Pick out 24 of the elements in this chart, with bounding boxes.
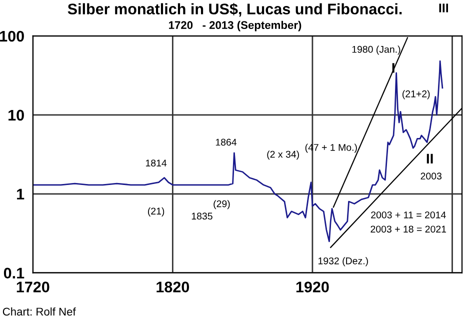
annotation: (21) bbox=[148, 207, 164, 216]
annotation: II bbox=[426, 154, 433, 164]
annotation: (29) bbox=[214, 200, 230, 210]
annotation: 2003 + 18 = 2021 bbox=[370, 226, 446, 233]
x-tick-label: 1720 bbox=[16, 282, 50, 292]
annotation: (2 x 34) bbox=[267, 150, 299, 160]
annotation: 1835 bbox=[192, 212, 212, 220]
y-tick-label: 1 bbox=[17, 188, 24, 200]
y-tick-label: 100 bbox=[0, 30, 24, 42]
annotation: 1980 (Jan.) bbox=[352, 46, 400, 55]
text: Chart: Rolf Nef bbox=[2, 307, 76, 316]
annotation: 2003 + 11 = 2014 bbox=[371, 211, 446, 218]
annotation: (21+2) bbox=[402, 90, 430, 100]
x-tick-label: 1920 bbox=[296, 282, 329, 292]
y-tick-label: 0.1 bbox=[4, 268, 24, 279]
annotation: 1814 bbox=[146, 160, 167, 166]
chart-subtitle: 1720 - 2013 (September) bbox=[169, 20, 302, 32]
text: III bbox=[439, 4, 448, 12]
annotation: 2003 bbox=[420, 172, 442, 180]
y-tick-label: 10 bbox=[8, 110, 24, 121]
chart-title: Silber monatlich in US$, Lucas und Fibonacci. bbox=[68, 2, 402, 17]
annotation: 1932 (Dez.) bbox=[318, 257, 368, 266]
annotation: 1864 bbox=[216, 138, 237, 146]
x-tick-label: 1820 bbox=[156, 282, 190, 292]
